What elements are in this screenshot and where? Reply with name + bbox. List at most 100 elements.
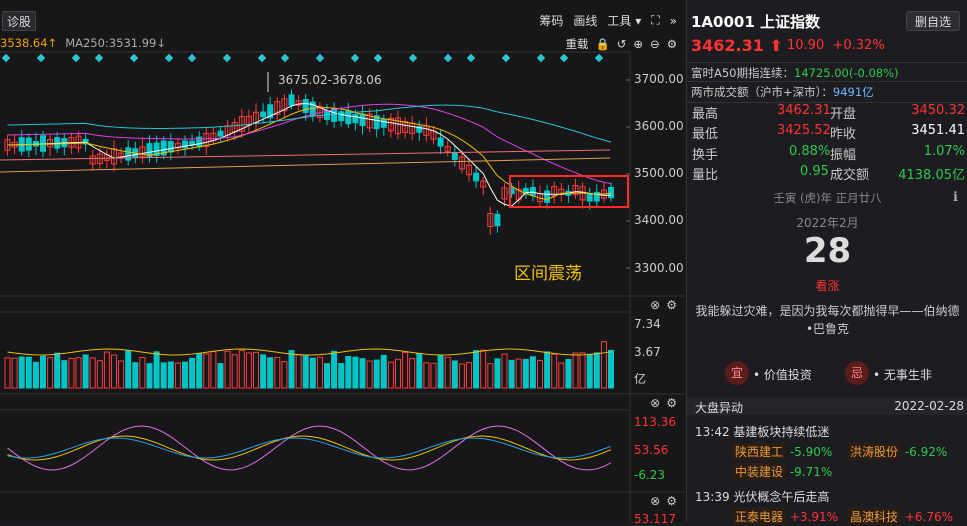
candle-up [444,146,451,152]
zoom-out-icon[interactable]: ⊖ [650,37,660,51]
signal-marker [36,53,46,63]
volume-bar [466,362,472,389]
stock-tag: 陕西建工 [732,443,787,460]
candle-down [153,142,160,156]
candle-down [593,191,600,202]
stat-label: 开盘 [830,107,857,122]
signal-marker [466,53,476,63]
candle-up [139,146,146,157]
undo-icon[interactable]: ↺ [616,37,627,51]
candle-up [203,133,210,147]
candle-up [466,164,472,176]
ma60-line [7,104,612,143]
volume-bar [458,363,465,389]
volume-bar [4,357,11,389]
volume-bar [572,352,579,389]
volume-bar [586,353,593,389]
gear-icon[interactable]: ⚙ [666,298,677,312]
volume-bar [111,354,117,389]
ma-tools: 重载 🔒 ↺ ⊕ ⊖ ⚙ [565,36,677,52]
volume-bar [25,356,32,389]
info-icon[interactable]: ℹ [953,190,958,205]
news-item-1[interactable]: 13:42 基建板块持续低迷 [695,423,829,440]
news-stock[interactable]: 晶澳科技 +6.76% [847,508,953,525]
draw-line-tool[interactable]: 画线 [573,14,598,28]
candle-up [387,117,394,132]
news-stock[interactable]: 洪涛股份 -6.92% [847,443,947,460]
close-icon[interactable]: ⊗ [650,396,661,410]
chip-tool[interactable]: 筹码 [539,14,564,28]
candle-up [572,185,579,196]
collapse-icon[interactable]: » [669,13,677,28]
news-stock[interactable]: 中装建设 -9.71% [732,463,832,480]
volume-bar [189,357,196,389]
kline-svg[interactable] [0,0,685,522]
zoom-in-icon[interactable]: ⊕ [633,37,644,51]
stat-value: 1.07% [923,144,965,159]
close-icon[interactable]: ⊗ [650,298,661,312]
vol-tick: 3.67 [634,345,661,359]
signal-marker [559,53,569,63]
volume-bar [217,363,224,389]
stat-value: 0.88% [789,144,831,159]
signal-marker [350,53,360,63]
volume-bar [89,357,96,389]
news-headline: 光伏概念午后走高 [733,490,830,504]
diagnose-button[interactable]: 诊股 [2,11,37,31]
year-month: 2022年2月 [796,216,859,230]
candle-down [544,190,551,203]
candle-up [174,142,181,149]
candle-down [260,111,267,118]
candle-down [338,111,345,122]
volume-bar [345,355,352,389]
gear-icon[interactable]: ⚙ [666,396,677,410]
settings-icon[interactable]: ⚙ [666,37,677,51]
stock-title: 1A0001 上证指数 删自选 [687,8,967,34]
volume-bar [82,354,89,389]
signal-marker [443,53,453,63]
a50-row: 富时A50期指连续：14725.00(-0.08%) [687,62,967,80]
candle-down [302,99,309,113]
stat-label: 量比 [692,168,719,183]
news-stock[interactable]: 正泰电器 +3.91% [732,508,838,525]
close-icon[interactable]: ⊗ [650,494,661,508]
volume-bar [260,354,267,389]
news-item-2[interactable]: 13:39 光伏概念午后走高 [695,488,829,505]
signal-marker [222,53,232,63]
lock-icon[interactable]: 🔒 [595,37,610,51]
volume-bar [68,357,75,389]
dont-badge: 忌 [845,361,869,385]
remove-favorite-button[interactable]: 删自选 [905,11,960,31]
candle-down [529,187,536,196]
volume-bar [125,350,132,389]
signal-marker [594,53,604,63]
volume-bar [444,356,451,389]
tools-menu[interactable]: 工具 ▾ [607,14,642,28]
reload-button[interactable]: 重载 [565,37,589,51]
volume-bar [387,361,394,389]
stat-label: 振幅 [830,148,857,163]
stat-label: 成交额 [830,168,870,183]
news-title: 大盘异动 [695,401,744,415]
price-tick: 3700.00 [634,72,684,86]
signal-marker [373,53,383,63]
signal-marker [94,53,104,63]
candle-down [451,152,458,160]
fullscreen-icon[interactable]: ⛶ [651,13,660,27]
volume-bar [338,363,345,389]
change-value: 10.90 [787,38,825,53]
gear-icon[interactable]: ⚙ [666,494,677,508]
turnover-row: 两市成交额（沪市+深市）：9491亿 [687,81,967,99]
volume-bar [253,351,259,389]
volume-bar [324,363,330,389]
stock-change: -9.71% [789,465,833,479]
news-headline: 基建板块持续低迷 [733,425,830,439]
news-stock[interactable]: 陕西建工 -5.90% [732,443,832,460]
candle-up [480,180,487,188]
ind-tick: -6.23 [634,468,666,482]
candle-down [416,126,423,133]
volume-bar [174,362,181,389]
volume-bar [437,354,444,389]
volume-bar [160,362,167,389]
candle-down [380,118,387,128]
